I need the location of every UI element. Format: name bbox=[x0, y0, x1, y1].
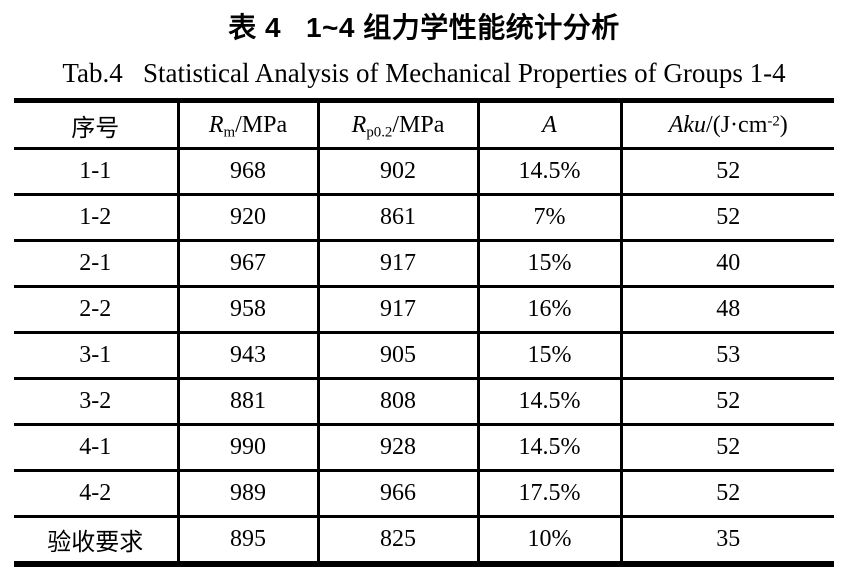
table-row-acceptance-requirement: 验收要求 895 825 10% 35 bbox=[14, 516, 834, 564]
table-row-4-2: 4-2 989 966 17.5% 52 bbox=[14, 470, 834, 518]
table-row-2-1: 2-1 967 917 15% 40 bbox=[14, 240, 834, 288]
cell-serial: 4-1 bbox=[14, 424, 178, 472]
cell-serial: 4-2 bbox=[14, 470, 178, 518]
cell-aku: 52 bbox=[619, 470, 834, 518]
cell-aku: 52 bbox=[619, 378, 834, 426]
header-elongation: A bbox=[476, 100, 621, 150]
cell-serial: 验收要求 bbox=[47, 530, 144, 556]
aku-exponent: -2 bbox=[767, 112, 780, 129]
cell-serial: 2-1 bbox=[14, 240, 178, 288]
cell-elongation: 14.5% bbox=[476, 378, 621, 426]
table-row-3-1: 3-1 943 905 15% 53 bbox=[14, 332, 834, 380]
header-serial-number: 序号 bbox=[14, 100, 178, 150]
rm-symbol: R bbox=[208, 111, 224, 138]
table-row-2-2: 2-2 958 917 16% 48 bbox=[14, 286, 834, 334]
table-caption-english: Tab.4 Statistical Analysis of Mechanical… bbox=[62, 58, 786, 88]
cell-serial: 1-2 bbox=[14, 194, 178, 242]
cell-elongation: 14.5% bbox=[476, 424, 621, 472]
rp02-subscript: p0.2 bbox=[366, 123, 393, 140]
cell-aku: 40 bbox=[619, 240, 834, 288]
cell-rm: 943 bbox=[176, 332, 318, 380]
cell-rp02: 902 bbox=[316, 148, 478, 196]
cell-rp02: 905 bbox=[316, 332, 478, 380]
cell-elongation: 15% bbox=[476, 332, 621, 380]
rm-unit: /MPa bbox=[235, 111, 288, 138]
table-row-3-2: 3-2 881 808 14.5% 52 bbox=[14, 378, 834, 426]
table-row-1-1: 1-1 968 902 14.5% 52 bbox=[14, 148, 834, 196]
cell-rm: 895 bbox=[176, 516, 318, 564]
cell-elongation: 17.5% bbox=[476, 470, 621, 518]
cell-rp02: 825 bbox=[316, 516, 478, 564]
cell-aku: 53 bbox=[619, 332, 834, 380]
cell-serial: 3-1 bbox=[14, 332, 178, 380]
cell-rm: 967 bbox=[176, 240, 318, 288]
cell-rp02: 928 bbox=[316, 424, 478, 472]
table-row-1-2: 1-2 920 861 7% 52 bbox=[14, 194, 834, 242]
cell-rp02: 861 bbox=[316, 194, 478, 242]
header-rm: Rm/MPa bbox=[176, 100, 318, 150]
cell-aku: 52 bbox=[619, 194, 834, 242]
mechanical-properties-table: 序号 Rm/MPa Rp0.2/MPa A Aku/(J·cm-2) 1-1 9… bbox=[14, 98, 834, 567]
header-aku: Aku/(J·cm-2) bbox=[619, 100, 834, 150]
cell-rm: 990 bbox=[176, 424, 318, 472]
rm-subscript: m bbox=[223, 123, 236, 140]
cell-elongation: 15% bbox=[476, 240, 621, 288]
cell-elongation: 7% bbox=[476, 194, 621, 242]
cell-aku: 48 bbox=[619, 286, 834, 334]
cell-elongation: 16% bbox=[476, 286, 621, 334]
cell-rp02: 808 bbox=[316, 378, 478, 426]
rp02-unit: /MPa bbox=[392, 111, 445, 138]
cell-elongation: 10% bbox=[476, 516, 621, 564]
aku-unit-close: ) bbox=[779, 111, 788, 138]
cell-rm: 958 bbox=[176, 286, 318, 334]
cell-rm: 989 bbox=[176, 470, 318, 518]
cell-serial: 3-2 bbox=[14, 378, 178, 426]
table-row-4-1: 4-1 990 928 14.5% 52 bbox=[14, 424, 834, 472]
table-caption-chinese: 表 4 1~4 组力学性能统计分析 bbox=[228, 12, 620, 43]
cell-aku: 52 bbox=[619, 148, 834, 196]
cell-rp02: 917 bbox=[316, 286, 478, 334]
cell-rm: 920 bbox=[176, 194, 318, 242]
paper-table-page: 表 4 1~4 组力学性能统计分析 Tab.4 Statistical Anal… bbox=[0, 10, 848, 581]
aku-symbol: Aku bbox=[668, 111, 707, 138]
cell-rm: 968 bbox=[176, 148, 318, 196]
cell-serial: 2-2 bbox=[14, 286, 178, 334]
cell-rp02: 917 bbox=[316, 240, 478, 288]
rp02-symbol: R bbox=[351, 111, 367, 138]
cell-serial: 1-1 bbox=[14, 148, 178, 196]
cell-rp02: 966 bbox=[316, 470, 478, 518]
cell-aku: 52 bbox=[619, 424, 834, 472]
elongation-symbol: A bbox=[542, 111, 557, 138]
header-rp02: Rp0.2/MPa bbox=[316, 100, 478, 150]
cell-rm: 881 bbox=[176, 378, 318, 426]
aku-unit-open: /(J·cm bbox=[706, 111, 768, 138]
header-row: 序号 Rm/MPa Rp0.2/MPa A Aku/(J·cm-2) bbox=[14, 100, 834, 150]
cell-elongation: 14.5% bbox=[476, 148, 621, 196]
cell-aku: 35 bbox=[619, 516, 834, 564]
